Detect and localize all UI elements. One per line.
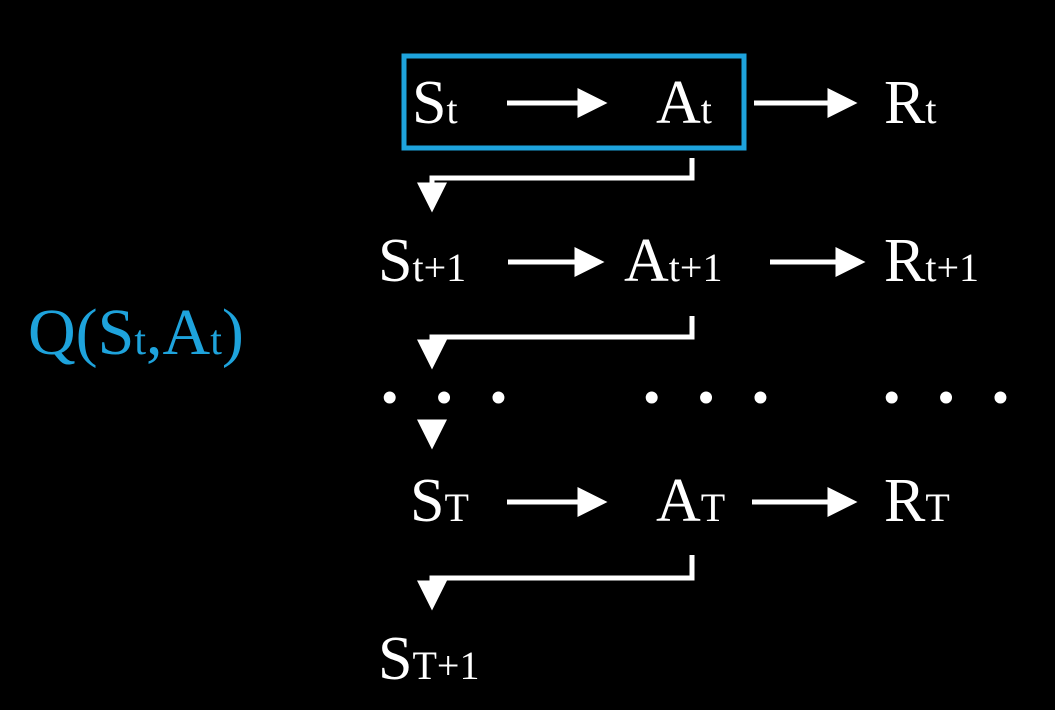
state-t: St <box>412 72 458 134</box>
q-state-subscript: t <box>134 318 147 364</box>
state-t1-base: S <box>378 227 413 295</box>
q-close: ) <box>221 296 244 369</box>
action-t: At <box>656 72 712 134</box>
q-comma: , <box>146 296 163 369</box>
state-t-subscript: t <box>446 87 458 132</box>
q-action-subscript: t <box>210 318 222 364</box>
state-T1-base: S <box>378 625 413 693</box>
reward-T: RT <box>884 470 950 532</box>
q-open: Q( <box>28 296 98 369</box>
q-state-base: S <box>97 296 135 369</box>
reward-t1-base: R <box>884 227 926 295</box>
reward-t-subscript: t <box>925 87 937 132</box>
connector-T-to-T1 <box>417 555 695 611</box>
state-T-base: S <box>410 467 445 535</box>
state-T-subscript: T <box>444 485 469 530</box>
state-T1: ST+1 <box>378 628 479 690</box>
action-T: AT <box>656 470 725 532</box>
q-value-label: Q(St,At) <box>28 300 244 366</box>
action-T-subscript: T <box>700 485 726 530</box>
reward-T-base: R <box>884 467 926 535</box>
connector-t1-to-ellipsis <box>417 316 695 370</box>
action-t1: At+1 <box>624 230 722 292</box>
action-T-base: A <box>656 467 701 535</box>
state-t-base: S <box>412 69 447 137</box>
action-t-subscript: t <box>700 87 712 132</box>
q-action-base: A <box>162 296 211 369</box>
reward-t1-subscript: t+1 <box>925 245 980 290</box>
action-t1-base: A <box>624 227 669 295</box>
ellipsis-state: • • • <box>382 373 521 422</box>
state-T1-subscript: T+1 <box>412 643 480 688</box>
state-t1: St+1 <box>378 230 466 292</box>
ellipsis-action: • • • <box>644 373 783 422</box>
highlight-box <box>401 53 747 151</box>
connector-t-to-t1 <box>417 158 695 213</box>
action-t-base: A <box>656 69 701 137</box>
reward-t-base: R <box>884 69 926 137</box>
state-T: ST <box>410 470 469 532</box>
reward-T-subscript: T <box>925 485 950 530</box>
reward-t: Rt <box>884 72 936 134</box>
ellipsis-reward: • • • <box>884 373 1023 422</box>
action-t1-subscript: t+1 <box>668 245 723 290</box>
state-t1-subscript: t+1 <box>412 245 467 290</box>
reward-t1: Rt+1 <box>884 230 979 292</box>
